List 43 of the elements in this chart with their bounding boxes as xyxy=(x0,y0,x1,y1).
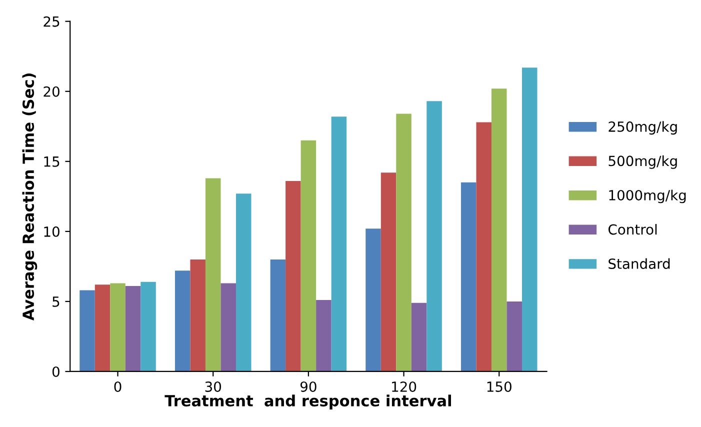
y-tick-label: 15 xyxy=(44,156,60,167)
legend-label: Control xyxy=(608,224,657,235)
bar xyxy=(236,194,252,372)
bar xyxy=(506,301,522,372)
bar xyxy=(286,181,301,372)
bar xyxy=(426,101,442,372)
legend-label: 250mg/kg xyxy=(608,121,677,135)
bar xyxy=(411,302,427,372)
bar xyxy=(491,88,507,372)
bar xyxy=(331,116,347,372)
y-tick-label: 25 xyxy=(44,16,60,27)
legend-label: 1000mg/kg xyxy=(609,190,686,204)
bar xyxy=(80,290,95,372)
y-tick-label: 0 xyxy=(52,366,60,377)
x-tick-label: 0 xyxy=(114,381,122,392)
bar xyxy=(220,283,236,372)
x-tick-label: 90 xyxy=(300,381,316,392)
bar xyxy=(396,114,412,372)
bar xyxy=(205,178,221,372)
bar xyxy=(125,286,141,372)
y-axis-title: Average Reaction Time (Sec) xyxy=(22,74,38,321)
legend-label: Standard xyxy=(608,258,670,269)
legend-label: 500mg/kg xyxy=(608,155,677,169)
bar xyxy=(380,172,396,372)
bar xyxy=(300,140,316,372)
x-tick-label: 30 xyxy=(205,381,222,392)
bar xyxy=(522,68,538,372)
bar xyxy=(476,122,492,372)
y-tick-label: 5 xyxy=(52,296,60,307)
y-tick-label: 20 xyxy=(44,86,60,97)
x-axis-title: Treatment and responce interval xyxy=(164,394,451,410)
x-tick-label: 150 xyxy=(487,381,512,392)
bar xyxy=(460,182,476,372)
bar xyxy=(174,270,190,372)
y-tick-label: 10 xyxy=(44,226,60,237)
bar xyxy=(94,284,110,372)
bar xyxy=(366,228,381,372)
bar xyxy=(190,259,206,372)
bar xyxy=(110,283,126,372)
bar xyxy=(270,259,286,372)
bar xyxy=(316,300,332,372)
x-tick-label: 120 xyxy=(392,381,416,392)
bar xyxy=(140,282,156,372)
